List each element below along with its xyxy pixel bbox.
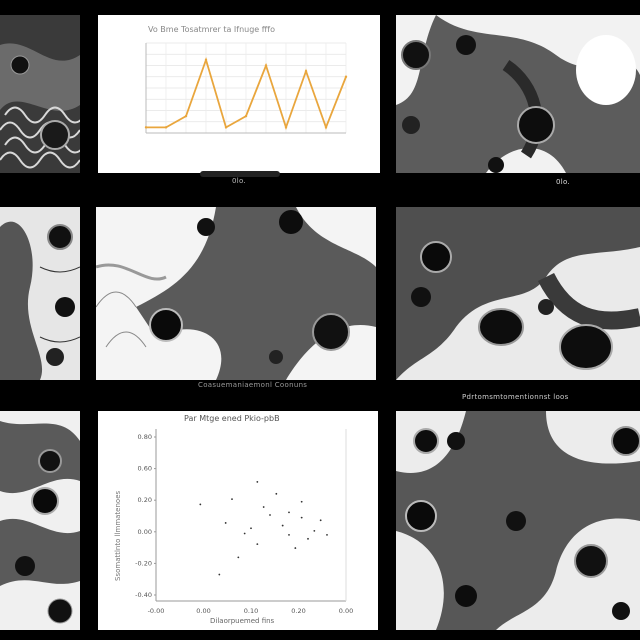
line-point [184, 114, 188, 118]
line-point [204, 58, 208, 62]
microscopy-tile-bottom-right [396, 411, 640, 630]
line-chart-panel: Vo Bme Tosatmrer ta Ifnuge fffo [98, 15, 380, 170]
micrograph-image [0, 207, 80, 380]
line-point [284, 126, 288, 129]
micrograph-image [396, 15, 640, 173]
line-point [324, 126, 328, 129]
y-tick-label: 0.80 [138, 433, 152, 441]
scatter-point [256, 543, 259, 546]
scatter-point [250, 527, 252, 530]
microscopy-tile-top-left [0, 15, 80, 173]
scatter-point [288, 533, 290, 536]
caption-mid-right: Pdrtomsmtomentionnst loos [462, 393, 569, 401]
micrograph-image [396, 207, 640, 380]
y-tick-label: 0.20 [138, 496, 152, 504]
line-point [264, 64, 268, 67]
scatter-point [199, 503, 202, 506]
y-tick-label: -0.40 [135, 591, 152, 599]
scatter-point [262, 506, 265, 508]
scatter-point [307, 537, 309, 540]
scatter-point [243, 532, 246, 535]
line-point [344, 75, 348, 78]
scatter-point [281, 524, 284, 527]
scatter-xlabel: Dilaorpuemed fins [210, 617, 275, 625]
scatter-point [224, 522, 227, 524]
microscopy-tile-mid-center [96, 207, 376, 380]
scatter-point [294, 547, 297, 549]
x-tick-label: 0.00 [339, 607, 353, 615]
scatter-ylabel: Ssomattlnto llmmatenoes [114, 491, 122, 581]
scatter-point [326, 533, 328, 536]
scatter-point [256, 481, 259, 483]
scatter-point [319, 519, 322, 522]
micrograph-image [96, 207, 376, 380]
line-chart-caption: 0lo. [232, 177, 246, 185]
panel-slider-bar [200, 171, 280, 177]
microscopy-tile-mid-left [0, 207, 80, 380]
line-chart-title: Vo Bme Tosatmrer ta Ifnuge fffo [148, 25, 275, 34]
line-point [164, 126, 168, 129]
y-tick-label: 0.00 [138, 528, 152, 536]
scatter-point [275, 492, 278, 495]
scatter-point [313, 529, 316, 532]
scatter-point [288, 511, 290, 514]
micrograph-image [0, 15, 80, 173]
scatter-point [237, 556, 240, 559]
line-chart [144, 42, 348, 134]
x-tick-label: 0.20 [291, 607, 305, 615]
scatter-point [231, 498, 233, 501]
line-point [224, 126, 228, 129]
scatter-point [218, 573, 221, 576]
y-tick-label: 0.60 [138, 465, 152, 473]
line-point [304, 69, 308, 73]
x-tick-label: 0.00 [196, 607, 210, 615]
microscopy-tile-bottom-left [0, 411, 80, 630]
caption-top-right: 0lo. [556, 178, 570, 186]
y-tick-label: -0.20 [135, 559, 152, 567]
line-point [244, 114, 248, 118]
scatter-chart-title: Par Mtge ened Pkio-pbB [184, 414, 280, 423]
line-point [144, 126, 148, 129]
caption-mid-center: Coasuemaniaemonl Coonuns [198, 381, 308, 389]
microscopy-tile-mid-right [396, 207, 640, 380]
scatter-point [269, 514, 271, 516]
scatter-chart: Ssomattlnto llmmatenoes Dilaorpuemed fin… [114, 429, 353, 625]
scatter-chart-panel: Par Mtge ened Pkio-pbB Ssomattlnto llmma… [98, 411, 378, 630]
scatter-point [300, 500, 303, 503]
scatter-point [300, 516, 303, 519]
x-tick-label: -0.00 [148, 607, 165, 615]
microscopy-tile-top-right [396, 15, 640, 173]
x-tick-label: 0.10 [244, 607, 258, 615]
micrograph-image [396, 411, 640, 630]
micrograph-image [0, 411, 80, 630]
